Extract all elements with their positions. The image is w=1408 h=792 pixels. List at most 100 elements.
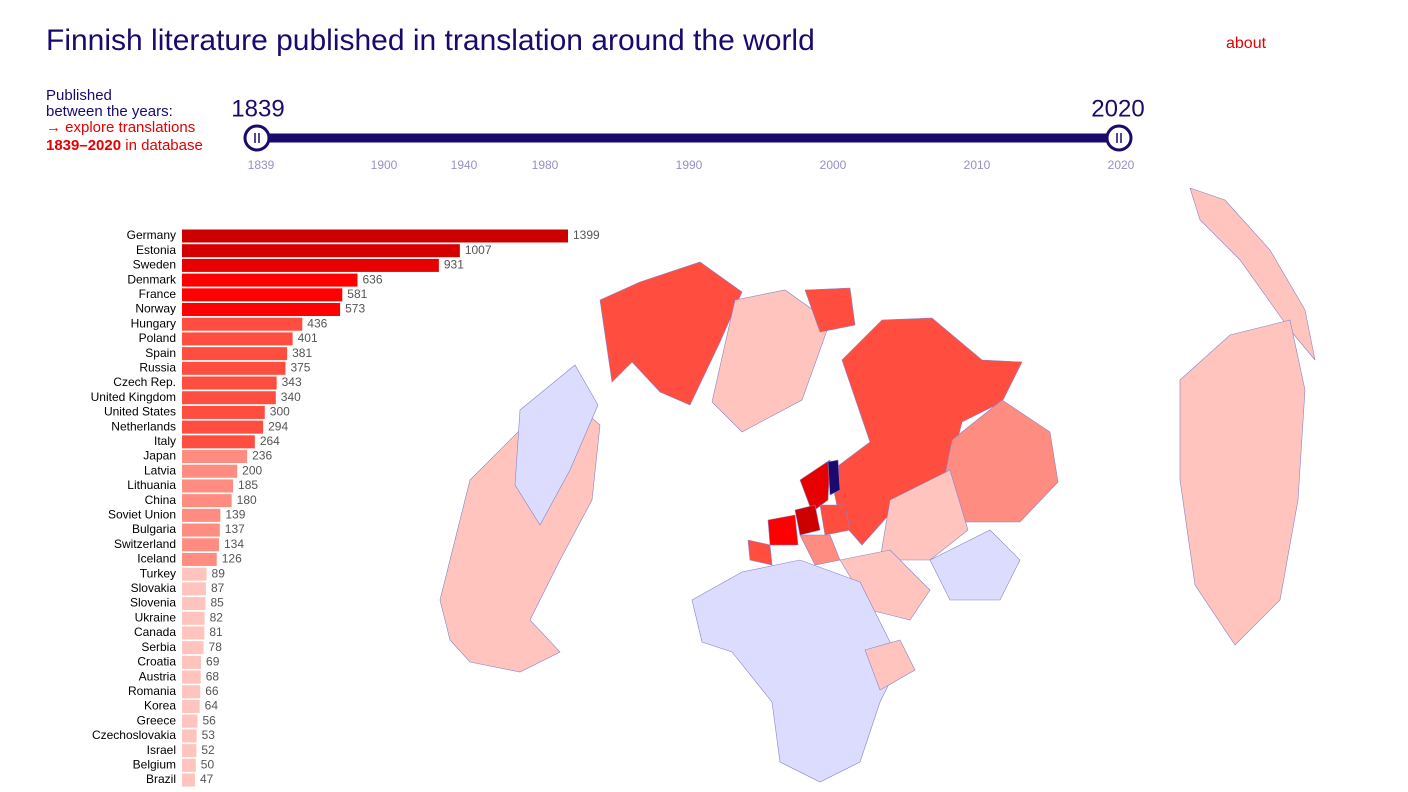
category-label: Romania	[128, 684, 176, 698]
about-link[interactable]: about	[1226, 35, 1267, 52]
slider-tick-label: 2000	[820, 158, 847, 172]
bar[interactable]	[182, 597, 205, 610]
slider-handle[interactable]	[1107, 126, 1131, 150]
bar[interactable]	[182, 288, 342, 301]
value-label: 85	[210, 596, 224, 610]
value-label: 294	[268, 419, 288, 433]
value-label: 1399	[573, 228, 600, 242]
bar[interactable]	[182, 450, 247, 463]
bar[interactable]	[182, 744, 196, 757]
bar[interactable]	[182, 759, 196, 772]
value-label: 340	[281, 390, 301, 404]
bar[interactable]	[182, 494, 232, 507]
category-label: Estonia	[136, 243, 176, 257]
category-label: Brazil	[146, 772, 176, 786]
bar[interactable]	[182, 715, 197, 728]
bar[interactable]	[182, 671, 201, 684]
bar[interactable]	[182, 612, 205, 625]
category-label: Canada	[134, 625, 176, 639]
bar[interactable]	[182, 406, 265, 419]
bar[interactable]	[182, 729, 197, 742]
category-label: Denmark	[127, 272, 177, 286]
bar[interactable]	[182, 259, 439, 272]
category-label: Spain	[145, 346, 176, 360]
category-label: United Kingdom	[91, 390, 176, 404]
bar[interactable]	[182, 435, 255, 448]
bar[interactable]	[182, 391, 276, 404]
bar[interactable]	[182, 303, 340, 316]
bar[interactable]	[182, 347, 287, 360]
country[interactable]	[828, 460, 840, 495]
bar[interactable]	[182, 685, 200, 698]
category-label: Switzerland	[114, 537, 176, 551]
slider-tick-label: 1990	[676, 158, 703, 172]
value-label: 89	[212, 566, 226, 580]
world-map	[440, 188, 1315, 782]
value-label: 573	[345, 302, 365, 316]
bar[interactable]	[182, 700, 200, 713]
slider-handle[interactable]	[245, 126, 269, 150]
category-label: Serbia	[141, 640, 176, 654]
country[interactable]	[768, 515, 798, 545]
category-label: Lithuania	[127, 478, 176, 492]
value-label: 66	[205, 684, 219, 698]
bar[interactable]	[182, 421, 263, 434]
slider-tick-label: 1900	[371, 158, 398, 172]
bar[interactable]	[182, 230, 568, 243]
slider-tick-label: 1980	[532, 158, 559, 172]
value-label: 134	[224, 537, 244, 551]
bar[interactable]	[182, 332, 293, 345]
slider-tick-label: 2010	[964, 158, 991, 172]
value-label: 50	[201, 757, 215, 771]
category-label: Belgium	[133, 757, 176, 771]
country[interactable]	[795, 505, 820, 535]
bar[interactable]	[182, 377, 277, 390]
category-label: United States	[104, 405, 176, 419]
slider-tick-label: 1940	[451, 158, 478, 172]
bar[interactable]	[182, 582, 206, 595]
explore-link[interactable]: → explore translations	[46, 119, 195, 136]
bar[interactable]	[182, 553, 217, 566]
bar[interactable]	[182, 509, 220, 522]
value-label: 401	[298, 331, 318, 345]
bar[interactable]	[182, 524, 220, 537]
bar[interactable]	[182, 479, 233, 492]
value-label: 64	[205, 699, 219, 713]
category-label: Ukraine	[135, 610, 177, 624]
category-label: Bulgaria	[132, 522, 176, 536]
bar[interactable]	[182, 465, 237, 478]
value-label: 78	[209, 640, 223, 654]
category-label: Czechoslovakia	[92, 728, 176, 742]
category-label: Israel	[147, 743, 176, 757]
bar[interactable]	[182, 774, 195, 787]
bar[interactable]	[182, 626, 204, 639]
bar[interactable]	[182, 274, 357, 287]
country[interactable]	[800, 460, 830, 512]
bar[interactable]	[182, 362, 285, 375]
category-label: Poland	[139, 331, 176, 345]
value-label: 1007	[465, 243, 492, 257]
value-label: 47	[200, 772, 214, 786]
handle[interactable]	[245, 126, 269, 150]
bar[interactable]	[182, 244, 460, 257]
bar[interactable]	[182, 568, 207, 581]
category-label: Soviet Union	[108, 508, 176, 522]
bar[interactable]	[182, 318, 302, 331]
category-label: Greece	[137, 713, 177, 727]
value-label: 185	[238, 478, 258, 492]
value-label: 87	[211, 581, 225, 595]
bar[interactable]	[182, 641, 204, 654]
explore-range[interactable]: 1839–2020 in database	[46, 137, 203, 154]
category-label: Slovakia	[131, 581, 177, 595]
country[interactable]	[820, 505, 850, 535]
value-label: 180	[237, 493, 257, 507]
country[interactable]	[748, 540, 772, 565]
country[interactable]	[1180, 320, 1305, 645]
bar[interactable]	[182, 656, 201, 669]
value-label: 126	[222, 552, 242, 566]
handle[interactable]	[1107, 126, 1131, 150]
category-label: China	[145, 493, 177, 507]
country[interactable]	[800, 535, 840, 565]
value-label: 931	[444, 258, 464, 272]
bar[interactable]	[182, 538, 219, 551]
